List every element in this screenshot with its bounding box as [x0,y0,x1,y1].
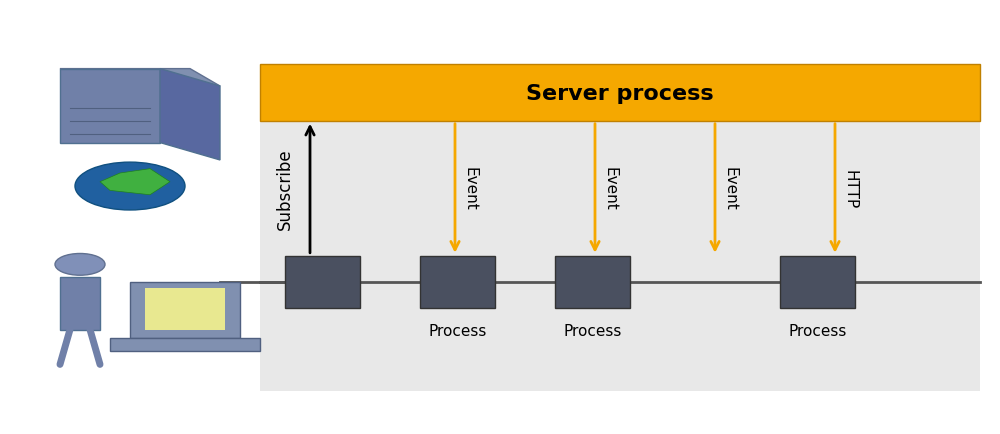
Polygon shape [60,69,220,87]
Polygon shape [160,69,220,161]
Text: Subscribe: Subscribe [276,148,294,230]
Text: Process: Process [563,323,622,338]
Text: Event: Event [722,167,738,210]
Text: Process: Process [428,323,487,338]
Polygon shape [60,69,160,143]
Bar [260,122,980,391]
Bar [555,256,630,308]
Polygon shape [130,282,240,339]
Polygon shape [145,289,225,330]
Text: HTTP: HTTP [842,169,858,208]
Text: Event: Event [602,167,618,210]
Polygon shape [100,169,170,195]
Circle shape [55,254,105,276]
Polygon shape [110,339,260,352]
Bar [285,256,360,308]
Bar [260,65,980,122]
Text: Server process: Server process [526,83,714,103]
Polygon shape [60,278,100,330]
Text: Process: Process [788,323,847,338]
Circle shape [75,163,185,210]
Bar [420,256,495,308]
Text: Event: Event [463,167,478,210]
Bar [780,256,855,308]
